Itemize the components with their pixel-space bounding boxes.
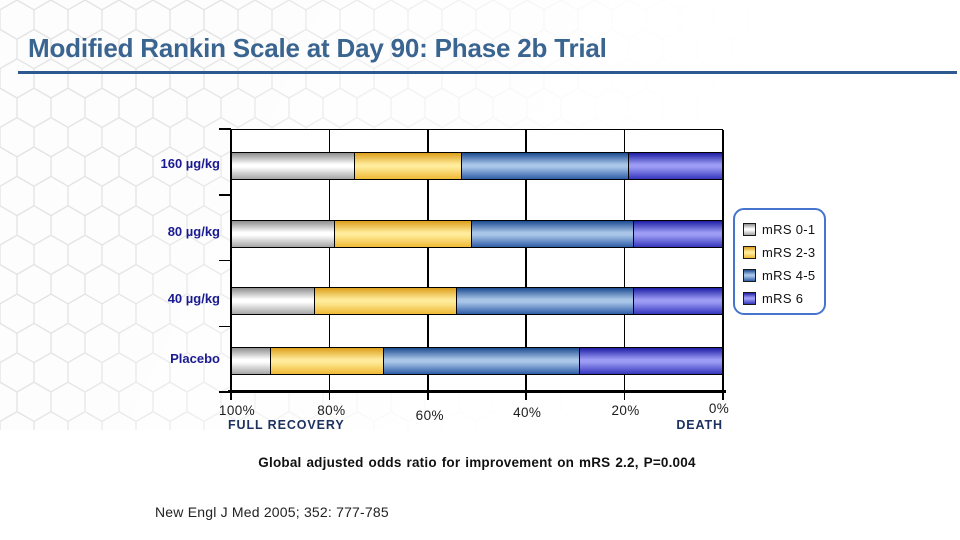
bar-segment — [383, 348, 580, 374]
legend-swatch-icon — [743, 246, 756, 259]
legend-box: mRS 0-1 mRS 2-3 mRS 4-5 mRS 6 — [733, 208, 826, 315]
gridline — [230, 130, 232, 392]
x-tick-label: 0% — [708, 401, 730, 416]
bar-row — [231, 152, 723, 180]
legend-label: mRS 4-5 — [762, 268, 816, 283]
odds-ratio-caption: Global adjusted odds ratio for improveme… — [258, 455, 696, 470]
gridline — [328, 130, 331, 392]
gridline — [623, 130, 626, 392]
bar-segment — [633, 287, 722, 314]
bar-segment — [457, 287, 634, 314]
bar-row — [231, 347, 723, 375]
x-axis-tick — [230, 392, 232, 400]
slide-title: Modified Rankin Scale at Day 90: Phase 2… — [28, 33, 607, 63]
legend-item: mRS 4-5 — [743, 264, 824, 287]
bar-segment — [354, 153, 463, 179]
bar-segment — [579, 348, 722, 374]
bar-segment — [472, 220, 634, 247]
axis-label-death: DEATH — [676, 418, 723, 432]
legend-label: mRS 2-3 — [762, 245, 816, 260]
bar-segment — [334, 220, 473, 247]
bar-segment — [232, 220, 335, 247]
legend-label: mRS 0-1 — [762, 222, 816, 237]
bar-segment — [232, 287, 316, 314]
bar-segment — [232, 153, 355, 179]
bar-segment — [271, 348, 384, 374]
y-axis-tick — [219, 391, 231, 393]
plot-area — [230, 129, 724, 392]
x-tick-label: 100% — [218, 403, 256, 418]
y-axis-tick — [219, 325, 231, 327]
gridline — [525, 130, 527, 392]
bar-segment — [315, 287, 458, 314]
legend-swatch-icon — [743, 223, 756, 236]
category-label: 160 µg/kg — [160, 156, 220, 171]
x-tick-label: 40% — [513, 405, 542, 420]
legend-swatch-icon — [743, 292, 756, 305]
category-label: 80 µg/kg — [167, 223, 220, 239]
bar-row — [231, 219, 723, 248]
y-axis-tick — [219, 194, 231, 196]
x-tick-label: 20% — [611, 403, 640, 418]
category-label: 40 µg/kg — [167, 290, 220, 306]
y-axis-tick — [219, 259, 231, 262]
x-axis-tick — [525, 392, 527, 400]
legend-swatch-icon — [743, 269, 756, 282]
legend-item: mRS 0-1 — [743, 218, 824, 241]
bar-segment — [232, 348, 272, 374]
x-axis-tick — [427, 392, 429, 400]
x-tick-label: 60% — [415, 408, 444, 423]
x-axis-tick — [623, 392, 626, 400]
legend-item: mRS 2-3 — [743, 241, 824, 264]
title-underline — [18, 71, 957, 74]
legend-label: mRS 6 — [762, 291, 804, 306]
x-axis-tick — [722, 392, 724, 400]
bar-row — [231, 286, 723, 315]
gridline — [722, 130, 724, 392]
axis-label-full-recovery: FULL RECOVERY — [228, 418, 345, 432]
gridline — [427, 130, 429, 392]
legend-item: mRS 6 — [743, 287, 824, 310]
y-axis-tick — [219, 128, 231, 130]
source-citation: New Engl J Med 2005; 352: 777-785 — [155, 504, 389, 520]
bar-segment — [633, 220, 722, 247]
bar-segment — [628, 153, 722, 179]
x-axis-line — [228, 390, 726, 393]
bar-segment — [462, 153, 629, 179]
x-tick-label: 80% — [317, 403, 346, 418]
category-label: Placebo — [170, 351, 220, 366]
x-axis-tick — [328, 392, 331, 400]
